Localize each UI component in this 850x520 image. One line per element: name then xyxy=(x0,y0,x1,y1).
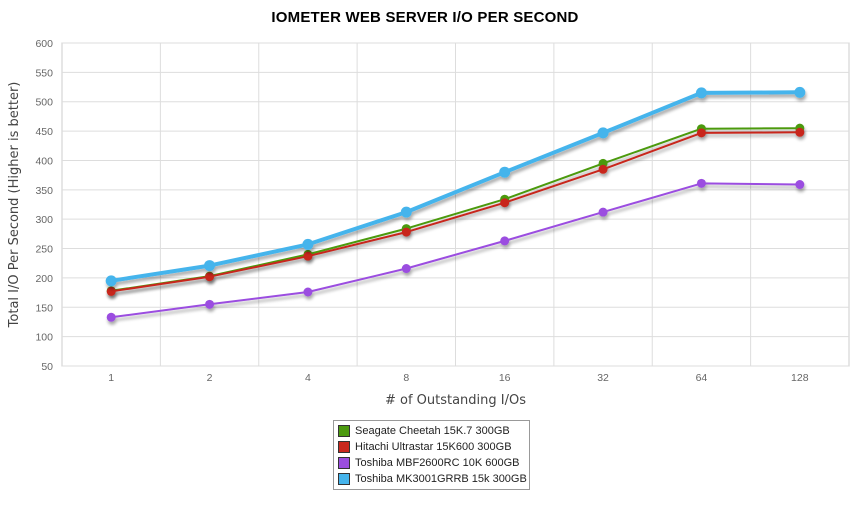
data-point xyxy=(303,287,313,297)
data-point xyxy=(302,238,314,250)
data-point xyxy=(696,128,706,138)
x-tick-label: 1 xyxy=(108,372,114,384)
series-layer xyxy=(105,86,806,322)
data-point xyxy=(695,87,707,99)
data-point xyxy=(598,164,608,174)
data-point xyxy=(401,227,411,237)
y-tick-label: 300 xyxy=(35,214,53,226)
data-point xyxy=(499,166,511,178)
series-4 xyxy=(105,86,806,287)
y-tick-label: 500 xyxy=(35,97,53,109)
grid xyxy=(61,42,850,367)
x-axis-ticks: 1 2 4 8 16 32 64 128 xyxy=(108,372,808,384)
x-tick-label: 4 xyxy=(305,372,311,384)
data-point xyxy=(106,286,116,296)
x-tick-label: 32 xyxy=(597,372,609,384)
data-point xyxy=(597,127,609,139)
data-point xyxy=(303,251,313,261)
series-2 xyxy=(106,127,805,296)
x-tick-label: 128 xyxy=(791,372,809,384)
data-point xyxy=(696,178,706,188)
data-point xyxy=(401,264,411,274)
x-tick-label: 64 xyxy=(696,372,708,384)
data-point xyxy=(205,272,215,282)
legend-swatch xyxy=(338,441,350,453)
legend-item: Toshiba MBF2600RC 10K 600GB xyxy=(338,455,529,471)
y-tick-label: 150 xyxy=(35,302,53,314)
x-tick-label: 16 xyxy=(499,372,511,384)
data-point xyxy=(795,127,805,137)
legend-label: Hitachi Ultrastar 15K600 300GB xyxy=(355,441,512,453)
y-axis-ticks: 50 100 150 200 250 300 350 400 450 500 550 600 xyxy=(35,38,53,373)
legend-swatch xyxy=(338,425,350,437)
y-tick-label: 100 xyxy=(35,332,53,344)
legend-item: Hitachi Ultrastar 15K600 300GB xyxy=(338,439,529,455)
x-tick-label: 2 xyxy=(207,372,213,384)
y-tick-label: 400 xyxy=(35,155,53,167)
legend-swatch xyxy=(338,457,350,469)
data-point xyxy=(105,275,117,287)
legend-item: Seagate Cheetah 15K.7 300GB xyxy=(338,423,529,439)
series-3 xyxy=(106,178,805,322)
y-tick-label: 600 xyxy=(35,38,53,50)
data-point xyxy=(500,198,510,208)
legend: Seagate Cheetah 15K.7 300GB Hitachi Ultra… xyxy=(333,420,530,490)
y-axis-label: Total I/O Per Second (Higher is better) xyxy=(7,82,22,329)
legend-label: Toshiba MBF2600RC 10K 600GB xyxy=(355,457,520,469)
chart-title: IOMETER WEB SERVER I/O PER SECOND xyxy=(271,9,579,26)
y-tick-label: 350 xyxy=(35,185,53,197)
y-tick-label: 250 xyxy=(35,244,53,256)
x-axis-label: # of Outstanding I/Os xyxy=(385,393,526,408)
data-point xyxy=(204,260,216,272)
series-line xyxy=(110,90,800,283)
legend-item: Toshiba MK3001GRRB 15k 300GB xyxy=(338,471,529,487)
x-tick-label: 8 xyxy=(403,372,409,384)
legend-swatch xyxy=(338,473,350,485)
series-line xyxy=(111,182,800,319)
y-tick-label: 50 xyxy=(41,361,53,373)
data-point xyxy=(794,86,806,98)
legend-label: Toshiba MK3001GRRB 15k 300GB xyxy=(355,473,527,485)
data-point xyxy=(106,312,116,322)
series-line xyxy=(111,131,800,293)
data-point xyxy=(500,236,510,246)
legend-label: Seagate Cheetah 15K.7 300GB xyxy=(355,425,510,437)
y-tick-label: 450 xyxy=(35,126,53,138)
data-point xyxy=(205,299,215,309)
data-point xyxy=(795,180,805,190)
y-tick-label: 200 xyxy=(35,273,53,285)
data-point xyxy=(598,207,608,217)
y-tick-label: 550 xyxy=(35,67,53,79)
data-point xyxy=(400,206,412,218)
